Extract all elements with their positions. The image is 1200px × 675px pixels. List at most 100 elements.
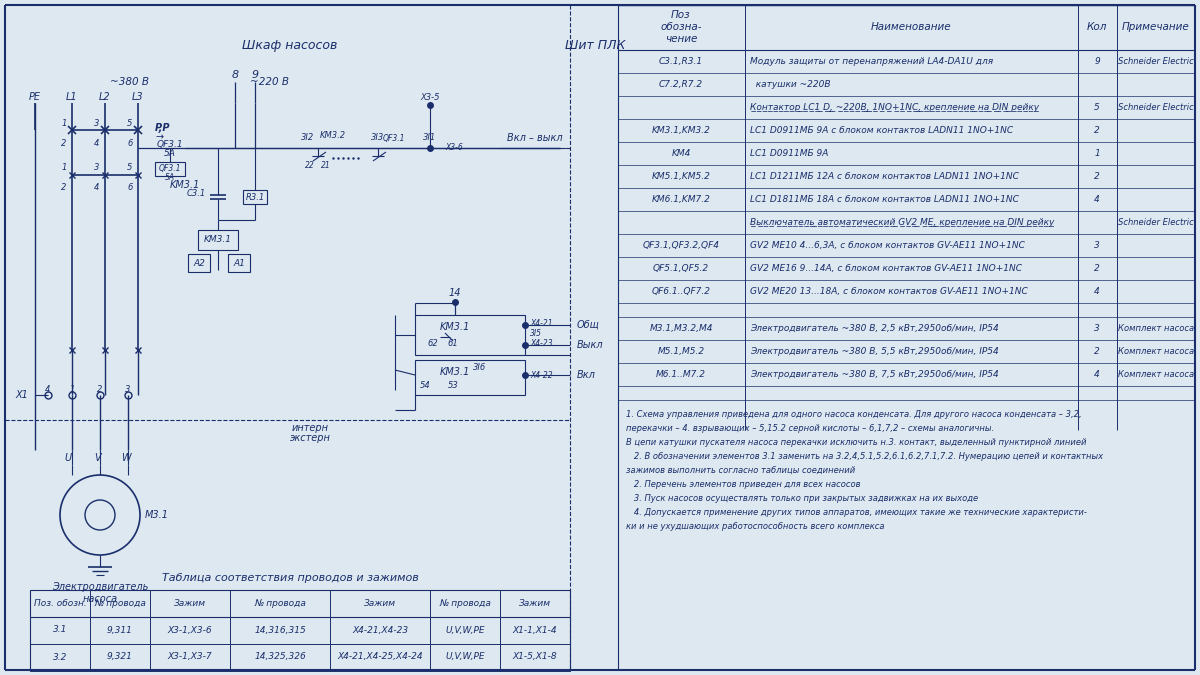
Text: X4-21,X4-25,X4-24: X4-21,X4-25,X4-24 bbox=[337, 653, 422, 662]
Text: 4: 4 bbox=[95, 184, 100, 192]
Text: Вкл – выкл: Вкл – выкл bbox=[508, 133, 563, 143]
Text: QF5.1,QF5.2: QF5.1,QF5.2 bbox=[653, 264, 709, 273]
Text: 3I2: 3I2 bbox=[301, 134, 314, 142]
Text: Schneider Electric: Schneider Electric bbox=[1118, 57, 1194, 66]
Text: 14,325,326: 14,325,326 bbox=[254, 653, 306, 662]
Text: Электродвигатель ~380 В, 7,5 кВт,2950об/мин, IP54: Электродвигатель ~380 В, 7,5 кВт,2950об/… bbox=[750, 370, 998, 379]
Text: X3-1,X3-6: X3-1,X3-6 bbox=[168, 626, 212, 634]
Text: 5: 5 bbox=[127, 163, 133, 173]
Text: 9: 9 bbox=[252, 70, 258, 80]
Text: 2: 2 bbox=[97, 385, 103, 394]
Text: № провода: № провода bbox=[94, 599, 146, 608]
Text: X4-22: X4-22 bbox=[530, 371, 553, 379]
Text: X4-21,X4-23: X4-21,X4-23 bbox=[352, 626, 408, 634]
Bar bbox=[415, 315, 526, 355]
Text: № провода: № провода bbox=[254, 599, 306, 608]
Text: R3.1: R3.1 bbox=[245, 192, 265, 202]
Text: Выкл: Выкл bbox=[577, 340, 604, 350]
Text: 1: 1 bbox=[61, 163, 67, 173]
Text: 8: 8 bbox=[232, 70, 239, 80]
Text: 4. Допускается применение других типов аппаратов, имеющих такие же технические х: 4. Допускается применение других типов а… bbox=[626, 508, 1087, 517]
Text: 2. Перечень элементов приведен для всех насосов: 2. Перечень элементов приведен для всех … bbox=[626, 480, 860, 489]
Text: GV2 ME16 9...14А, с блоком контактов GV-AE11 1NO+1NC: GV2 ME16 9...14А, с блоком контактов GV-… bbox=[750, 264, 1022, 273]
Text: X1-5,X1-8: X1-5,X1-8 bbox=[512, 653, 557, 662]
Text: QF3.1,QF3.2,QF4: QF3.1,QF3.2,QF4 bbox=[642, 241, 720, 250]
Text: К̲о̲н̲т̲а̲к̲т̲о̲р̲ ̲L̲C̲1̲ ̲D̲,̲ ̲~̲2̲2̲0̲В̲,̲ ̲1̲N̲O̲+̲1̲N̲C̲,̲ ̲к̲р̲е̲п̲л̲е̲н̲: К̲о̲н̲т̲а̲к̲т̲о̲р̲ ̲L̲C̲1̲ ̲D̲,̲ ̲~̲2̲2̲… bbox=[750, 103, 1039, 112]
Text: 3: 3 bbox=[125, 385, 131, 394]
Text: X3-6: X3-6 bbox=[445, 144, 463, 153]
Text: 3: 3 bbox=[95, 119, 100, 128]
Text: LC1 D1211МБ 12А с блоком контактов LADN11 1NO+1NC: LC1 D1211МБ 12А с блоком контактов LADN1… bbox=[750, 172, 1019, 181]
Text: 6: 6 bbox=[127, 138, 133, 148]
Text: Электродвигатель ~380 В, 5,5 кВт,2950об/мин, IP54: Электродвигатель ~380 В, 5,5 кВт,2950об/… bbox=[750, 347, 998, 356]
Text: KM6.1,KM7.2: KM6.1,KM7.2 bbox=[652, 195, 710, 204]
Text: 62: 62 bbox=[427, 338, 438, 348]
Text: W: W bbox=[121, 453, 131, 463]
Text: экстерн: экстерн bbox=[289, 433, 330, 443]
Text: X1: X1 bbox=[16, 390, 29, 400]
Text: 3: 3 bbox=[1094, 324, 1100, 333]
Text: 3.1: 3.1 bbox=[53, 626, 67, 634]
Text: Модуль защиты от перенапряжений LA4-DA1U для: Модуль защиты от перенапряжений LA4-DA1U… bbox=[750, 57, 994, 66]
Text: 3: 3 bbox=[95, 163, 100, 173]
Text: C3.1,R3.1: C3.1,R3.1 bbox=[659, 57, 703, 66]
Text: LC1 D0911МБ 9А: LC1 D0911МБ 9А bbox=[750, 149, 828, 158]
Text: KM3.1,KM3.2: KM3.1,KM3.2 bbox=[652, 126, 710, 135]
Text: 22: 22 bbox=[305, 161, 314, 169]
Text: 5: 5 bbox=[1094, 103, 1100, 112]
Text: 21: 21 bbox=[322, 161, 331, 169]
Text: Зажим: Зажим bbox=[364, 599, 396, 608]
Text: 14: 14 bbox=[449, 288, 461, 298]
Text: Schneider Electric: Schneider Electric bbox=[1118, 103, 1194, 112]
Text: L2: L2 bbox=[100, 92, 110, 102]
Text: X4-23: X4-23 bbox=[530, 338, 553, 348]
Text: № провода: № провода bbox=[439, 599, 491, 608]
Text: 2: 2 bbox=[61, 184, 67, 192]
Text: M5.1,M5.2: M5.1,M5.2 bbox=[658, 347, 704, 356]
Text: GV2 ME20 13...18А, с блоком контактов GV-AE11 1NO+1NC: GV2 ME20 13...18А, с блоком контактов GV… bbox=[750, 287, 1027, 296]
Text: 3.2: 3.2 bbox=[53, 653, 67, 662]
Text: перекачки – 4. взрывающих – 5,15.2 серной кислоты – 6,1,7,2 – схемы аналогичны.: перекачки – 4. взрывающих – 5,15.2 серно… bbox=[626, 424, 994, 433]
Text: QF6.1..QF7.2: QF6.1..QF7.2 bbox=[652, 287, 710, 296]
Text: 4: 4 bbox=[1094, 370, 1100, 379]
Text: 9,311: 9,311 bbox=[107, 626, 133, 634]
Text: 53: 53 bbox=[448, 381, 458, 389]
Text: U,V,W,PE: U,V,W,PE bbox=[445, 653, 485, 662]
Text: Комплект насоса: Комплект насоса bbox=[1118, 347, 1194, 356]
Text: GV2 ME10 4...6,3А, с блоком контактов GV-AE11 1NO+1NC: GV2 ME10 4...6,3А, с блоком контактов GV… bbox=[750, 241, 1025, 250]
Text: Schneider Electric: Schneider Electric bbox=[1118, 218, 1194, 227]
Text: 54: 54 bbox=[420, 381, 431, 389]
Text: Зажим: Зажим bbox=[174, 599, 206, 608]
Text: зажимов выполнить согласно таблицы соединений: зажимов выполнить согласно таблицы соеди… bbox=[626, 466, 856, 475]
Text: KM3.1: KM3.1 bbox=[440, 367, 470, 377]
Text: 3I6: 3I6 bbox=[473, 364, 487, 373]
Text: В̲ы̲к̲л̲ю̲ч̲а̲т̲е̲л̲ь̲ ̲а̲в̲т̲о̲м̲а̲т̲и̲ч̲е̲с̲к̲и̲й̲ ̲G̲V̲2̲ ̲M̲E̲,̲ ̲к̲р̲е̲п̲л̲: В̲ы̲к̲л̲ю̲ч̲а̲т̲е̲л̲ь̲ ̲а̲в̲т̲о̲м̲а̲т̲и̲… bbox=[750, 218, 1055, 227]
Text: 3I3: 3I3 bbox=[371, 134, 385, 142]
Text: Наименование: Наименование bbox=[871, 22, 952, 32]
Bar bbox=[188, 254, 210, 272]
Text: 2: 2 bbox=[1094, 264, 1100, 273]
Text: QF3.1: QF3.1 bbox=[383, 134, 406, 142]
Text: 9: 9 bbox=[1094, 57, 1100, 66]
Text: A2: A2 bbox=[193, 259, 205, 267]
Text: A1: A1 bbox=[233, 259, 245, 267]
Text: P,P: P,P bbox=[155, 123, 170, 133]
Text: QF3.1: QF3.1 bbox=[158, 165, 181, 173]
Text: C3.1: C3.1 bbox=[187, 188, 206, 198]
Text: C7.2,R7.2: C7.2,R7.2 bbox=[659, 80, 703, 89]
Text: Поз
обозна-
чение: Поз обозна- чение bbox=[660, 10, 702, 44]
Text: Шкаф насосов: Шкаф насосов bbox=[242, 38, 337, 51]
Bar bbox=[228, 254, 250, 272]
Text: Примечание: Примечание bbox=[1122, 22, 1190, 32]
Text: X4-21: X4-21 bbox=[530, 319, 553, 327]
Text: LC1 D0911МБ 9А с блоком контактов LADN11 1NO+1NC: LC1 D0911МБ 9А с блоком контактов LADN11… bbox=[750, 126, 1013, 135]
Text: 3I1: 3I1 bbox=[424, 134, 437, 142]
Text: PE: PE bbox=[29, 92, 41, 102]
Text: X1-1,X1-4: X1-1,X1-4 bbox=[512, 626, 557, 634]
Text: 1: 1 bbox=[70, 385, 74, 394]
Text: X3-5: X3-5 bbox=[420, 94, 439, 103]
Text: M6.1..M7.2: M6.1..M7.2 bbox=[656, 370, 706, 379]
Text: KM5.1,KM5.2: KM5.1,KM5.2 bbox=[652, 172, 710, 181]
Text: Таблица соответствия проводов и зажимов: Таблица соответствия проводов и зажимов bbox=[162, 573, 419, 583]
Text: 2: 2 bbox=[61, 138, 67, 148]
